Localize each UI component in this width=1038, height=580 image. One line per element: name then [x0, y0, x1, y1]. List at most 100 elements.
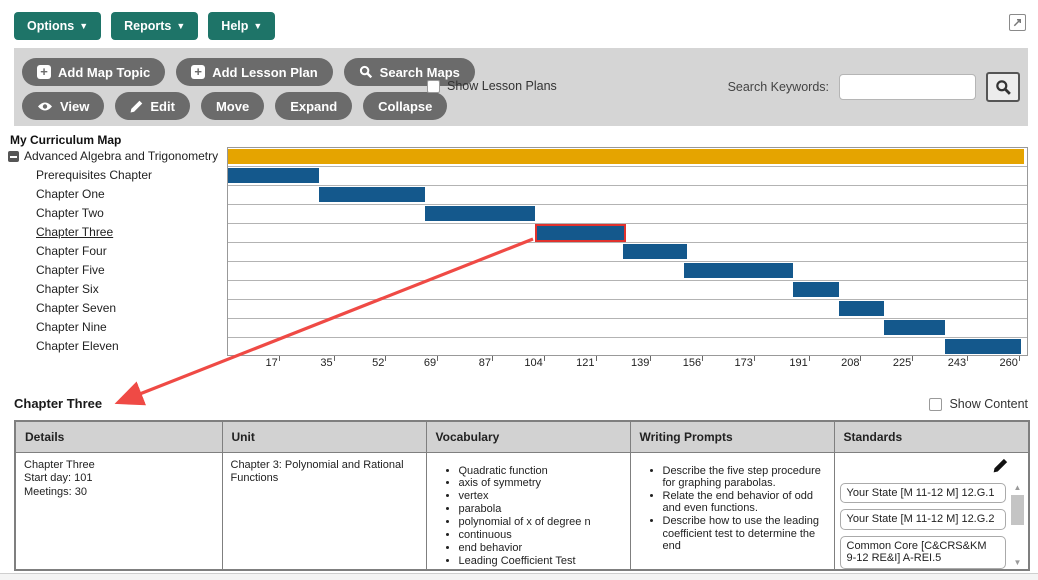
- gantt-row-label[interactable]: Chapter Five: [36, 263, 105, 277]
- gantt-row: [228, 281, 1027, 300]
- axis-tick: 17: [265, 356, 280, 369]
- collapse-button[interactable]: Collapse: [363, 92, 448, 120]
- gantt-bar[interactable]: [944, 339, 1021, 354]
- search-maps-button[interactable]: Search Maps: [343, 58, 475, 86]
- axis-tick: 121: [576, 356, 597, 369]
- options-menu-button[interactable]: Options ▼: [14, 12, 102, 40]
- vocabulary-item: Leading Coefficient Test: [459, 555, 626, 567]
- gantt-row-label[interactable]: Chapter Three: [36, 225, 114, 239]
- add-map-topic-button[interactable]: + Add Map Topic: [22, 58, 166, 86]
- vocabulary-item: parabola: [459, 503, 626, 515]
- show-lesson-plans-checkbox[interactable]: [427, 79, 440, 93]
- unit-cell: Chapter 3: Polynomial and Rational Funct…: [221, 451, 427, 570]
- view-label: View: [60, 98, 90, 114]
- gantt-row: [228, 205, 1027, 224]
- axis-tick: 243: [947, 356, 969, 369]
- standard-chip[interactable]: Common Core [C&CRS&KM 9-12 RE&I] A-REI.5: [839, 535, 1006, 569]
- edit-standards-pencil-icon[interactable]: [993, 458, 1008, 473]
- scrollbar-thumb[interactable]: [1011, 494, 1024, 525]
- gantt-row: [228, 319, 1027, 338]
- scroll-down-icon[interactable]: ▼: [1013, 557, 1022, 567]
- help-label: Help: [221, 19, 249, 33]
- search-icon: [995, 79, 1011, 95]
- gantt-row-label[interactable]: Chapter Four: [36, 244, 107, 258]
- collapse-tree-icon[interactable]: [8, 151, 19, 162]
- vocabulary-cell: Quadratic functionaxis of symmetryvertex…: [425, 451, 631, 570]
- axis-tick: 104: [524, 356, 545, 369]
- details-line: Chapter Three: [24, 458, 95, 471]
- gantt-row-label[interactable]: Chapter Six: [36, 282, 99, 296]
- gantt-row-label[interactable]: Prerequisites Chapter: [36, 168, 153, 182]
- gantt-row: [228, 167, 1027, 186]
- gantt-row-label[interactable]: Chapter Two: [36, 206, 104, 220]
- axis-tick: 69: [423, 356, 439, 369]
- gantt-bar[interactable]: [534, 224, 626, 242]
- vocabulary-item: axis of symmetry: [459, 477, 626, 489]
- gantt-label-column: Advanced Algebra and Trigonometry Prerequ…: [0, 147, 227, 356]
- plus-square-icon: +: [37, 65, 51, 79]
- gantt-bar[interactable]: [622, 244, 687, 259]
- gantt-bar[interactable]: [793, 282, 839, 297]
- gantt-row-label[interactable]: Chapter Seven: [36, 301, 117, 315]
- add-lesson-plan-button[interactable]: + Add Lesson Plan: [176, 58, 333, 86]
- help-menu-button[interactable]: Help ▼: [208, 12, 276, 40]
- search-keywords-label: Search Keywords:: [727, 80, 829, 94]
- reports-menu-button[interactable]: Reports ▼: [111, 12, 199, 40]
- gantt-row: [228, 186, 1027, 205]
- details-line: Start day: 101: [24, 472, 93, 484]
- map-title: My Curriculum Map: [10, 133, 122, 147]
- show-content-checkbox[interactable]: [929, 397, 943, 411]
- vocabulary-item: Quadratic function: [459, 465, 626, 477]
- gantt-row: [228, 243, 1027, 262]
- gantt-bar[interactable]: [838, 301, 885, 316]
- gantt-row-label[interactable]: Advanced Algebra and Trigonometry: [0, 147, 227, 166]
- gantt-bar[interactable]: [319, 187, 426, 202]
- writing-prompts-list: Describe the five step procedure for gra…: [663, 465, 830, 553]
- gantt-row-label[interactable]: Chapter Eleven: [36, 339, 119, 353]
- gantt-row: [228, 338, 1027, 357]
- add-map-topic-label: Add Map Topic: [58, 64, 151, 80]
- gantt-bar[interactable]: [228, 168, 320, 183]
- writing-prompt-item: Describe the five step procedure for gra…: [663, 465, 830, 490]
- move-label: Move: [215, 98, 250, 114]
- collapse-label: Collapse: [378, 98, 433, 114]
- toolbar: + Add Map Topic + Add Lesson Plan Search…: [14, 48, 1028, 126]
- open-in-new-window-icon[interactable]: [1009, 14, 1026, 31]
- vocabulary-item: continuous: [459, 529, 626, 541]
- plus-square-icon: +: [191, 65, 206, 79]
- col-header-writing-prompts: Writing Prompts: [629, 420, 835, 453]
- gantt-row: [228, 224, 1027, 243]
- col-header-standards: Standards: [833, 420, 1030, 453]
- search-submit-button[interactable]: [986, 72, 1020, 102]
- col-header-unit: Unit: [221, 420, 427, 453]
- gantt-row-label[interactable]: Chapter One: [36, 187, 105, 201]
- move-button[interactable]: Move: [200, 92, 265, 120]
- table-row: Chapter Three Start day: 101 Meetings: 30 …: [14, 451, 1030, 570]
- standards-scrollbar[interactable]: ▲ ▼: [1010, 483, 1025, 567]
- show-content-label: Show Content: [949, 397, 1028, 411]
- expand-button[interactable]: Expand: [275, 92, 353, 120]
- expand-label: Expand: [290, 98, 338, 114]
- standards-cell: Your State [M 11-12 M] 12.G.1 Your State …: [833, 451, 1030, 570]
- gantt-bar[interactable]: [683, 263, 794, 278]
- curriculum-gantt: My Curriculum Map Advanced Algebra and T…: [0, 133, 1028, 373]
- vocabulary-item: end behavior: [459, 542, 626, 554]
- axis-tick: 87: [478, 356, 493, 369]
- standard-chip[interactable]: Your State [M 11-12 M] 12.G.1: [839, 482, 1006, 503]
- standard-chip[interactable]: Your State [M 11-12 M] 12.G.2: [839, 509, 1006, 530]
- gantt-row-label[interactable]: Chapter Nine: [36, 320, 107, 334]
- edit-button[interactable]: Edit: [115, 92, 190, 120]
- writing-prompt-item: Relate the end behavior of odd and even …: [663, 490, 830, 515]
- vocabulary-list: Quadratic functionaxis of symmetryvertex…: [459, 465, 626, 568]
- gantt-bar[interactable]: [228, 149, 1024, 164]
- bottom-panel-edge: [0, 573, 1038, 580]
- scroll-up-icon[interactable]: ▲: [1013, 482, 1022, 492]
- vocabulary-item: vertex: [459, 490, 626, 502]
- gantt-row: [228, 148, 1027, 167]
- writing-prompt-item: Describe how to use the leading coeffici…: [663, 515, 830, 552]
- gantt-bar[interactable]: [884, 320, 945, 335]
- col-header-details: Details: [14, 420, 223, 453]
- gantt-bar[interactable]: [425, 206, 535, 221]
- view-button[interactable]: View: [22, 92, 105, 120]
- search-keywords-input[interactable]: [839, 74, 976, 100]
